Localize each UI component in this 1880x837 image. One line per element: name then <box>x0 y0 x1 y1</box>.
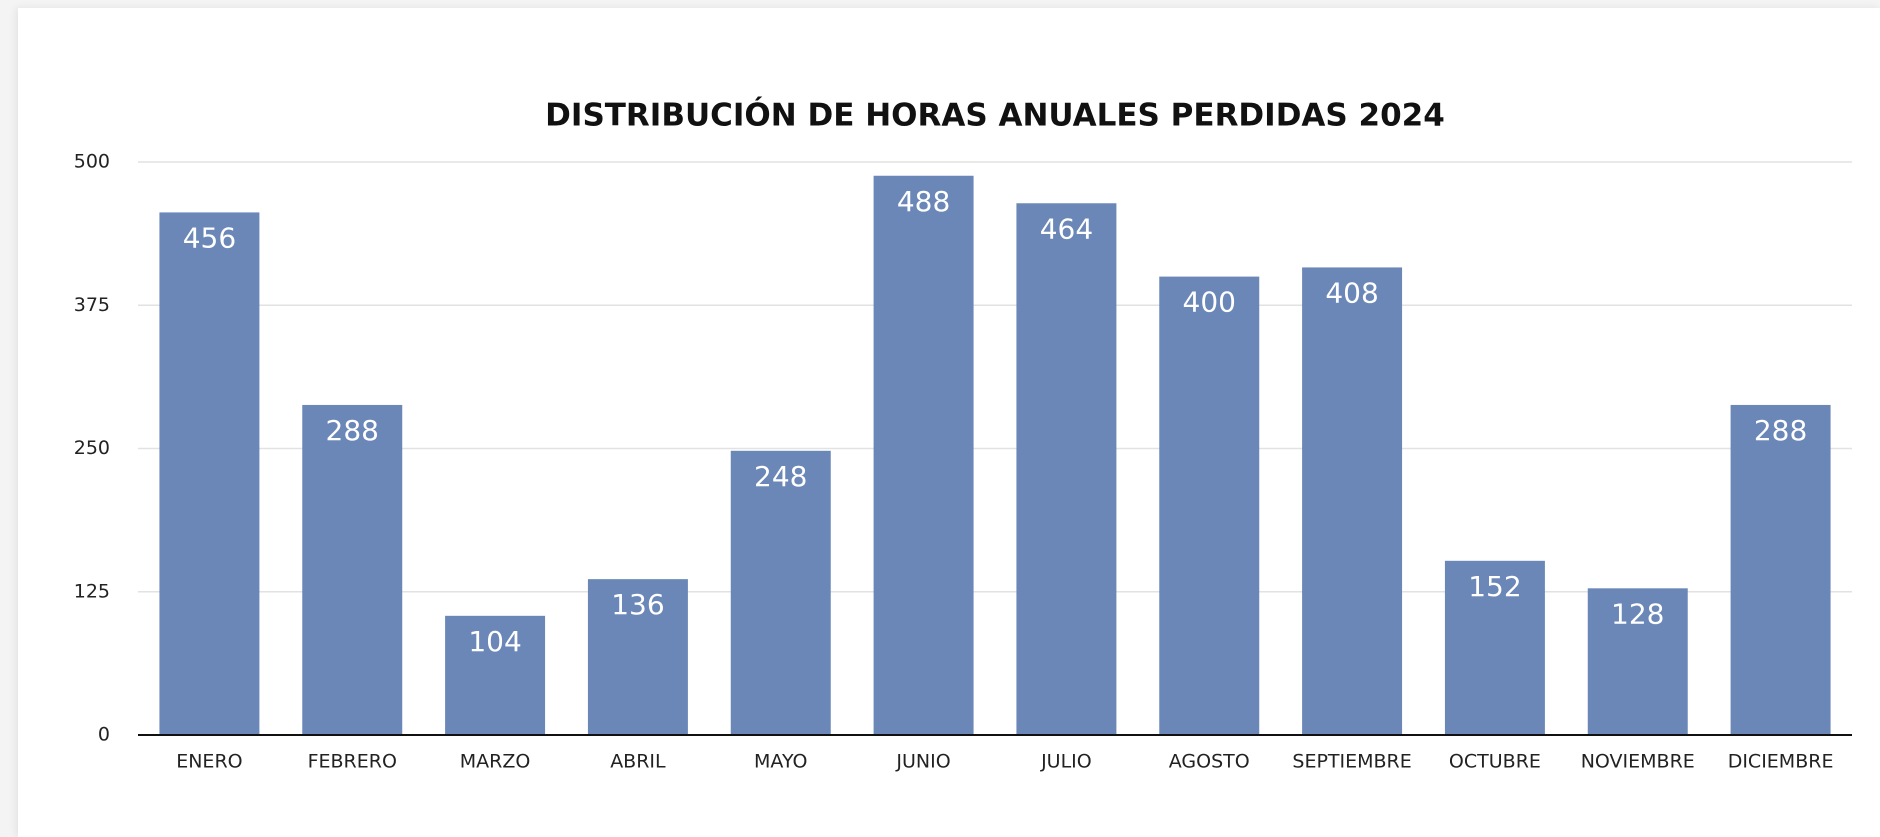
bar <box>302 404 403 735</box>
x-tick-label: JUNIO <box>895 751 950 773</box>
x-tick-label: ABRIL <box>610 751 666 773</box>
data-label: 288 <box>1754 414 1807 447</box>
bar <box>1730 404 1831 735</box>
data-label: 128 <box>1611 597 1664 630</box>
data-label: 104 <box>468 625 521 658</box>
x-tick-label: FEBRERO <box>308 751 397 773</box>
y-tick-label: 375 <box>74 294 110 316</box>
bar <box>873 175 974 735</box>
x-tick-label: JULIO <box>1040 751 1092 773</box>
bar <box>1159 276 1260 735</box>
x-tick-label: SEPTIEMBRE <box>1292 751 1411 773</box>
bar <box>1016 203 1117 736</box>
bar <box>730 450 831 735</box>
data-label: 152 <box>1468 570 1521 603</box>
x-tick-label: AGOSTO <box>1169 751 1250 773</box>
data-label: 464 <box>1040 212 1093 245</box>
x-tick-label: MARZO <box>460 751 531 773</box>
data-label: 456 <box>183 221 236 254</box>
bar <box>587 579 688 735</box>
bar <box>1444 560 1545 735</box>
x-tick-label: DICIEMBRE <box>1728 751 1834 773</box>
bar <box>1587 588 1688 735</box>
bar <box>445 615 546 735</box>
data-label: 488 <box>897 185 950 218</box>
x-tick-label: NOVIEMBRE <box>1581 751 1695 773</box>
data-label: 248 <box>754 460 807 493</box>
bar <box>159 212 260 735</box>
data-label: 136 <box>611 588 664 621</box>
chart-title: DISTRIBUCIÓN DE HORAS ANUALES PERDIDAS 2… <box>545 97 1445 134</box>
y-tick-label: 250 <box>74 437 110 459</box>
y-tick-label: 500 <box>74 151 110 173</box>
data-label: 288 <box>326 414 379 447</box>
x-tick-label: ENERO <box>176 751 242 773</box>
data-label: 408 <box>1325 276 1378 309</box>
x-tick-label: MAYO <box>754 751 807 773</box>
y-tick-label: 0 <box>98 724 110 746</box>
x-tick-label: OCTUBRE <box>1449 751 1541 773</box>
y-tick-label: 125 <box>74 580 110 602</box>
data-label: 400 <box>1183 286 1236 319</box>
bar <box>1302 267 1403 735</box>
